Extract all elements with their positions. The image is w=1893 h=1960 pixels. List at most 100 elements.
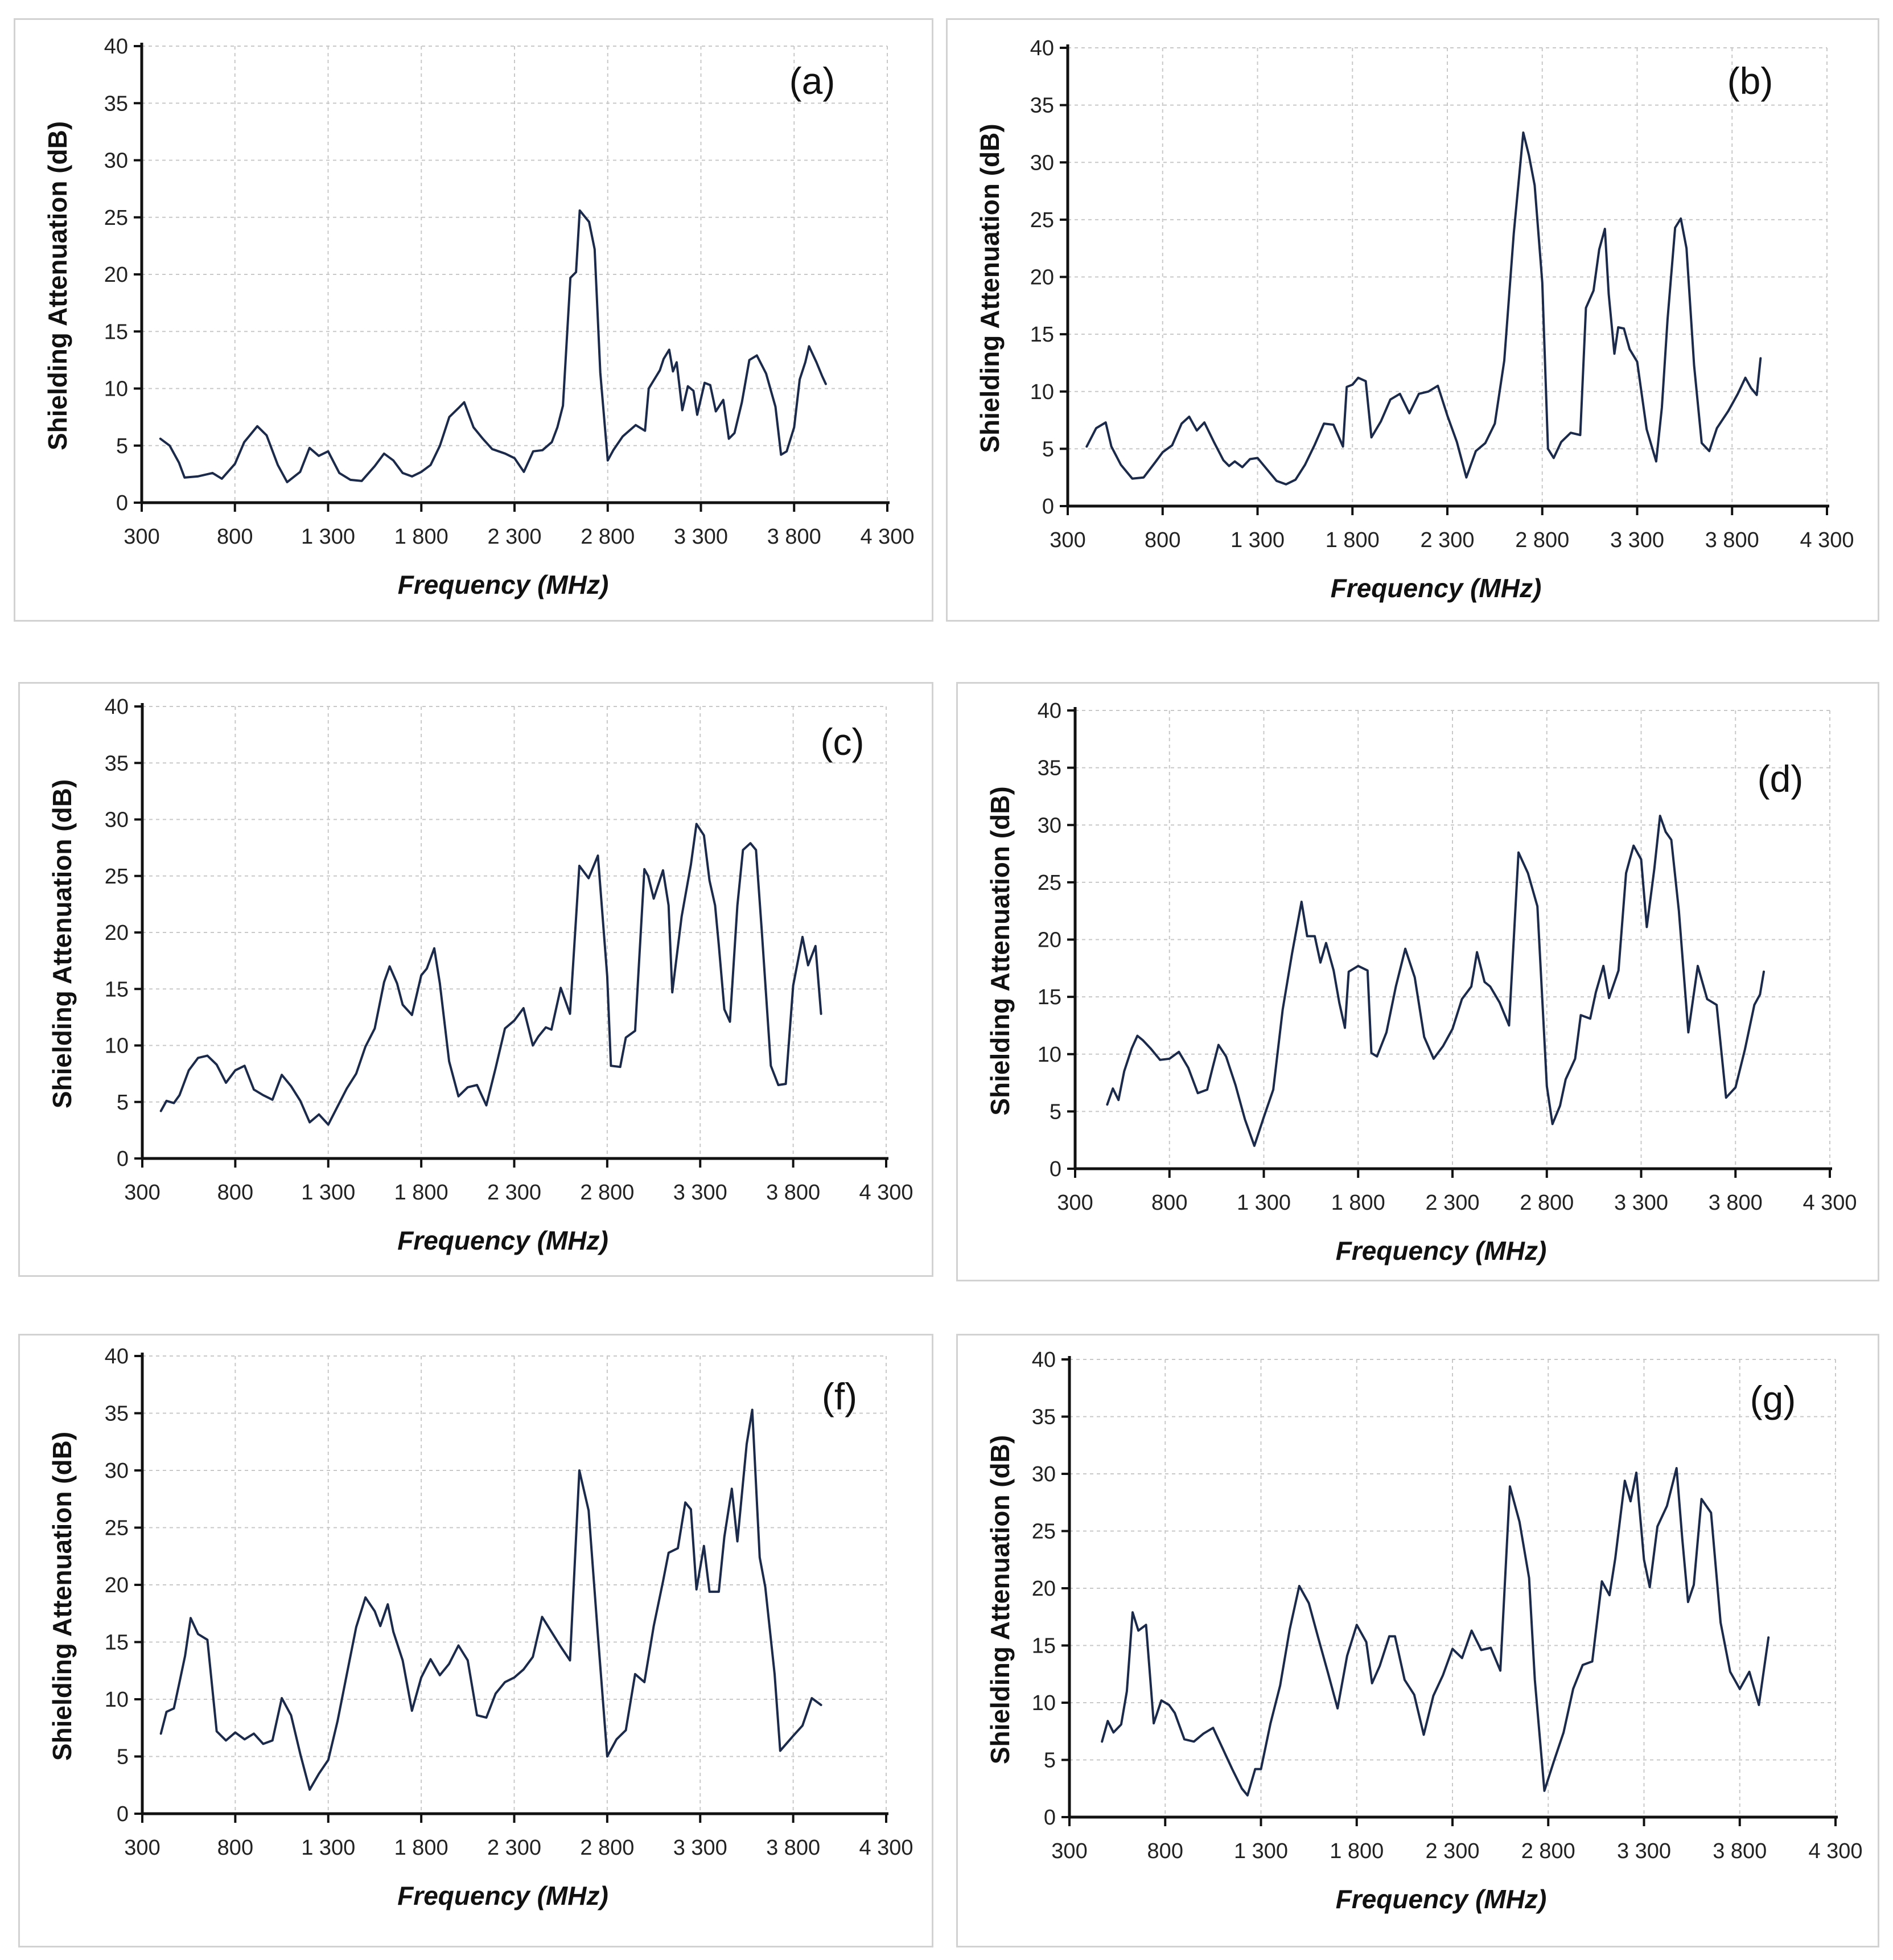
y-tick-label: 10 <box>105 1688 129 1712</box>
x-tick-label: 3 300 <box>1610 528 1664 552</box>
x-tick-label: 800 <box>217 1181 253 1205</box>
chart-b: 0 5 10 15 20 25 30 35 40 300 800 1 300 1 800 2 300 2 8… <box>975 36 1854 603</box>
chart-d: 0 5 10 15 20 25 30 35 40 300 800 1 300 1 800 2 300 2 8… <box>985 699 1857 1265</box>
x-tick-label: 4 300 <box>1808 1839 1862 1863</box>
x-tick-label: 3 800 <box>1705 528 1759 552</box>
x-axis-title: Frequency (MHz) <box>397 1881 608 1910</box>
x-tick-label: 2 300 <box>1420 528 1474 552</box>
x-tick-label: 300 <box>124 1181 160 1205</box>
x-axis-title: Frequency (MHz) <box>1336 1236 1547 1265</box>
y-tick-label: 30 <box>1038 813 1061 837</box>
chart-f: 0 5 10 15 20 25 30 35 40 300 800 1 300 1 800 2 300 2 8… <box>47 1345 913 1910</box>
x-tick-label: 3 300 <box>673 1181 727 1205</box>
y-axis-title: Shielding Attenuation (dB) <box>47 1432 77 1761</box>
x-tick-label: 800 <box>1151 1191 1187 1215</box>
panel-label-g: (g) <box>1750 1378 1796 1420</box>
x-axis-title: Frequency (MHz) <box>398 570 609 599</box>
series-line-a <box>159 209 827 483</box>
series-line-g <box>1101 1467 1770 1797</box>
y-tick-label: 20 <box>105 921 129 945</box>
y-tick-label: 20 <box>105 1573 129 1597</box>
y-tick-label: 35 <box>1038 757 1061 780</box>
series-line-d <box>1106 815 1765 1147</box>
x-tick-label: 2 800 <box>581 525 635 549</box>
x-tick-label: 3 800 <box>1713 1839 1767 1863</box>
x-tick-label: 1 300 <box>301 1181 355 1205</box>
y-tick-label: 10 <box>104 377 128 401</box>
y-axis-title: Shielding Attenuation (dB) <box>47 779 77 1108</box>
x-tick-label: 3 800 <box>766 1181 820 1205</box>
y-tick-label: 25 <box>1038 871 1061 895</box>
x-tick-label: 300 <box>1050 528 1085 552</box>
chart-panel-d: 0 5 10 15 20 25 30 35 40 300 800 1 300 1 800 2 300 2 8… <box>956 682 1879 1281</box>
x-tick-label: 2 800 <box>1515 528 1569 552</box>
y-tick-label: 20 <box>1032 1577 1056 1601</box>
y-axis-title: Shielding Attenuation (dB) <box>985 1435 1015 1764</box>
y-tick-label: 0 <box>117 1802 129 1826</box>
y-tick-label: 5 <box>116 434 128 458</box>
x-tick-label: 300 <box>124 525 159 549</box>
y-tick-label: 35 <box>1030 94 1054 118</box>
y-tick-label: 0 <box>116 491 128 515</box>
y-axis-title: Shielding Attenuation (dB) <box>43 121 72 450</box>
y-tick-label: 0 <box>1044 1806 1056 1830</box>
y-tick-label: 40 <box>1030 36 1054 60</box>
y-tick-label: 15 <box>105 1631 129 1655</box>
x-tick-label: 1 800 <box>1330 1839 1384 1863</box>
x-tick-label: 3 300 <box>674 525 728 549</box>
x-tick-label: 2 300 <box>487 1181 541 1205</box>
y-tick-label: 0 <box>1042 495 1054 519</box>
x-tick-label: 1 300 <box>301 525 355 549</box>
x-axis-title: Frequency (MHz) <box>1336 1884 1547 1914</box>
x-tick-label: 3 300 <box>673 1836 727 1860</box>
x-tick-label: 2 300 <box>1425 1191 1479 1215</box>
y-tick-label: 30 <box>105 808 129 832</box>
x-tick-label: 800 <box>217 1836 253 1860</box>
y-axis-title: Shielding Attenuation (dB) <box>975 124 1005 453</box>
x-tick-label: 1 800 <box>1326 528 1380 552</box>
y-tick-label: 15 <box>1030 323 1054 347</box>
chart-a: 0 5 10 15 20 25 30 35 40 300 800 1 300 1 800 2 300 2 8… <box>43 35 915 599</box>
y-tick-label: 35 <box>1032 1406 1056 1429</box>
x-tick-label: 3 800 <box>766 1836 820 1860</box>
y-tick-label: 5 <box>1050 1100 1061 1124</box>
x-tick-label: 1 800 <box>394 525 448 549</box>
y-tick-label: 15 <box>105 977 129 1001</box>
y-tick-label: 30 <box>1032 1462 1056 1486</box>
y-tick-label: 15 <box>1032 1634 1056 1658</box>
y-tick-label: 40 <box>1032 1348 1056 1372</box>
x-tick-label: 2 300 <box>487 1836 541 1860</box>
series-line-f <box>159 1408 822 1791</box>
x-tick-label: 2 800 <box>580 1836 634 1860</box>
x-tick-label: 3 300 <box>1614 1191 1668 1215</box>
panel-label-f: (f) <box>822 1375 857 1417</box>
y-tick-label: 25 <box>1032 1520 1056 1544</box>
x-tick-label: 2 800 <box>1520 1191 1574 1215</box>
y-tick-label: 35 <box>104 92 128 116</box>
x-tick-label: 1 800 <box>394 1181 448 1205</box>
y-tick-label: 40 <box>105 695 129 719</box>
y-tick-label: 25 <box>104 206 128 230</box>
y-tick-label: 10 <box>1030 380 1054 404</box>
chart-panel-g: 0 5 10 15 20 25 30 35 40 300 800 1 300 1 800 2 300 2 8… <box>956 1334 1879 1947</box>
x-tick-label: 800 <box>1147 1839 1183 1863</box>
x-tick-label: 1 300 <box>1237 1191 1291 1215</box>
y-tick-label: 40 <box>104 35 128 59</box>
y-tick-label: 35 <box>105 1402 129 1426</box>
series-line-b <box>1085 131 1762 486</box>
y-tick-label: 25 <box>105 865 129 889</box>
y-tick-label: 30 <box>105 1459 129 1483</box>
x-tick-label: 1 300 <box>1234 1839 1288 1863</box>
x-tick-label: 300 <box>1057 1191 1093 1215</box>
panel-label-b: (b) <box>1727 60 1773 102</box>
panel-label-c: (c) <box>821 721 865 763</box>
chart-g: 0 5 10 15 20 25 30 35 40 300 800 1 300 1 800 2 300 2 8… <box>985 1348 1863 1914</box>
y-tick-label: 10 <box>1038 1043 1061 1067</box>
y-tick-label: 5 <box>1042 437 1054 461</box>
x-tick-label: 3 800 <box>767 525 821 549</box>
y-tick-label: 40 <box>1038 699 1061 723</box>
x-tick-label: 1 800 <box>1331 1191 1385 1215</box>
x-tick-label: 1 300 <box>301 1836 355 1860</box>
x-tick-label: 4 300 <box>1803 1191 1857 1215</box>
y-tick-label: 40 <box>105 1345 129 1369</box>
